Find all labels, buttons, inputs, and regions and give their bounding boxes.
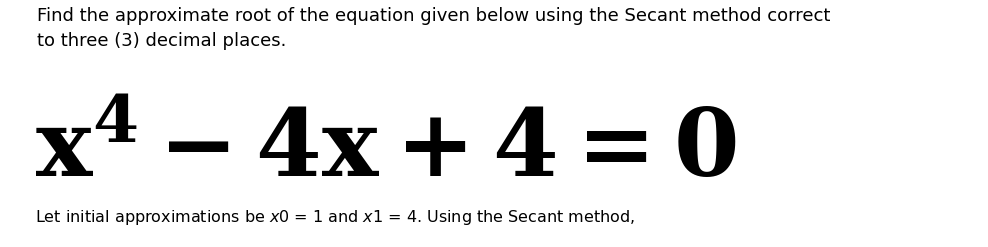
Text: $\mathdefault{\mathbf{x^4 - 4x + 4 = 0}}$: $\mathdefault{\mathbf{x^4 - 4x + 4 = 0}}… — [36, 106, 737, 196]
Text: Find the approximate root of the equation given below using the Secant method co: Find the approximate root of the equatio… — [38, 7, 831, 50]
Text: Let initial approximations be $x$0 = 1 and $x$1 = 4. Using the Secant method,: Let initial approximations be $x$0 = 1 a… — [36, 208, 635, 227]
